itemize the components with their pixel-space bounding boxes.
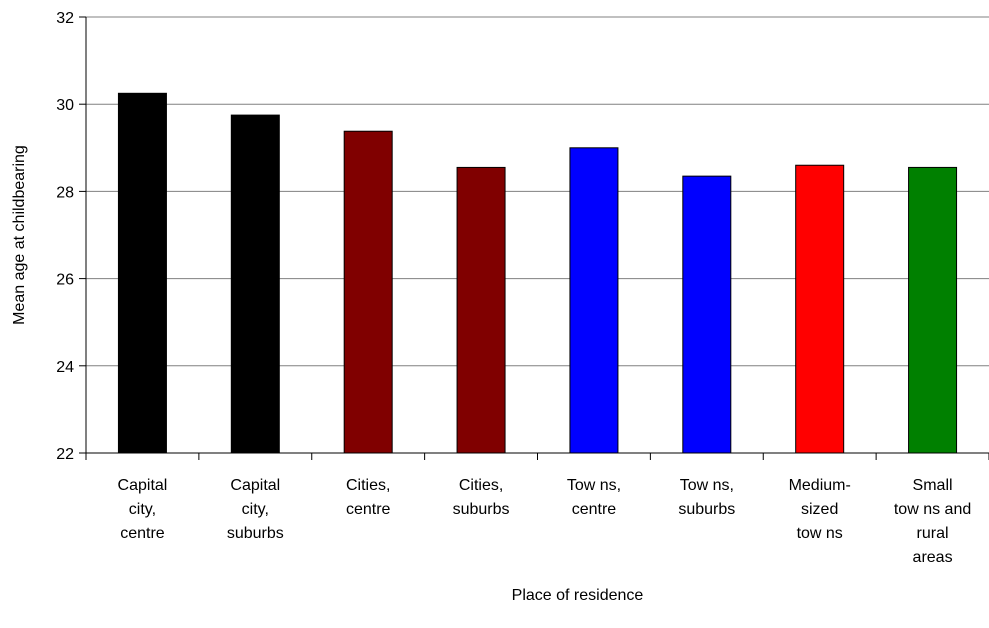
bars [117, 92, 958, 454]
x-axis-title: Place of residence [512, 587, 644, 604]
x-category-label: Tow ns, centre [567, 477, 621, 518]
y-tick-label: 30 [56, 97, 74, 114]
x-category-label: Tow ns, suburbs [678, 477, 735, 518]
bar [230, 114, 280, 454]
axes [79, 16, 989, 460]
x-category-label: Medium-sized tow ns [789, 477, 851, 542]
x-category-label: Capital city, suburbs [227, 477, 284, 542]
y-tick-label: 22 [56, 446, 74, 463]
bar [117, 92, 167, 454]
bar [456, 166, 506, 454]
y-tick-label: 24 [56, 359, 74, 376]
bar [569, 147, 619, 454]
x-category-label: Small tow ns and rural areas [894, 477, 971, 566]
y-tick-label: 32 [56, 10, 74, 27]
x-category-labels: Capital city, centre Capital city, suburbs Cit… [118, 477, 972, 566]
x-category-label: Capital city, centre [118, 477, 168, 542]
x-category-label: Cities, suburbs [453, 477, 510, 518]
bar [682, 175, 732, 454]
bar [795, 164, 845, 454]
y-tick-label: 28 [56, 184, 74, 201]
bar [908, 166, 958, 454]
y-axis-title: Mean age at childbearing [11, 145, 28, 325]
x-category-label: Cities, centre [346, 477, 391, 518]
y-tick-label: 26 [56, 272, 74, 289]
y-tick-labels: 22 24 26 28 30 32 [56, 10, 74, 463]
bar [343, 130, 393, 454]
gridlines [86, 16, 989, 367]
